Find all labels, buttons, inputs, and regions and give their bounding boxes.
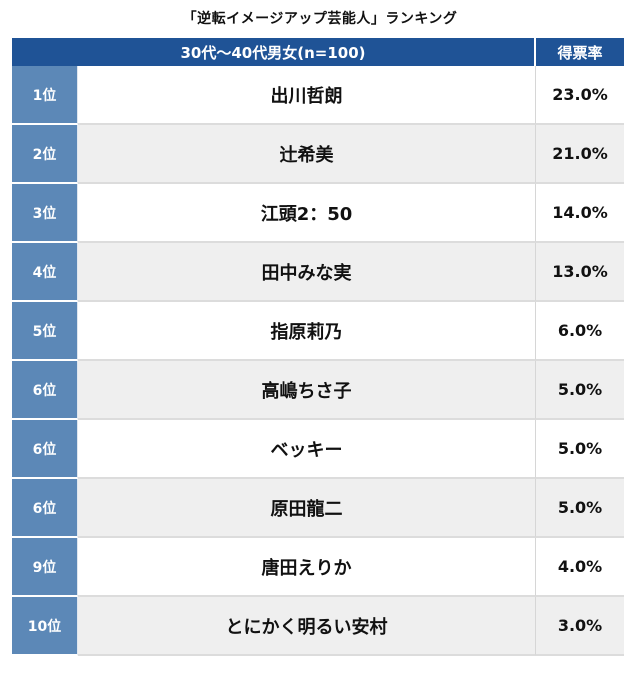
percentage-cell: 3.0% (536, 597, 624, 656)
rank-cell: 10位 (12, 597, 78, 656)
name-cell: とにかく明るい安村 (78, 597, 536, 656)
table-row: 2位 辻希美 21.0% (12, 125, 624, 184)
percentage-cell: 21.0% (536, 125, 624, 184)
header-group-label: 30代〜40代男女(n=100) (12, 38, 536, 66)
name-cell: 江頭2：50 (78, 184, 536, 243)
rank-cell: 2位 (12, 125, 78, 184)
percentage-cell: 5.0% (536, 479, 624, 538)
name-cell: ベッキー (78, 420, 536, 479)
percentage-cell: 13.0% (536, 243, 624, 302)
name-cell: 辻希美 (78, 125, 536, 184)
table-row: 6位 高嶋ちさ子 5.0% (12, 361, 624, 420)
rank-cell: 6位 (12, 361, 78, 420)
name-cell: 出川哲朗 (78, 66, 536, 125)
rank-cell: 1位 (12, 66, 78, 125)
rank-cell: 9位 (12, 538, 78, 597)
table-row: 9位 唐田えりか 4.0% (12, 538, 624, 597)
percentage-cell: 6.0% (536, 302, 624, 361)
table-header-row: 30代〜40代男女(n=100) 得票率 (12, 38, 624, 66)
percentage-cell: 5.0% (536, 420, 624, 479)
table-row: 4位 田中みな実 13.0% (12, 243, 624, 302)
table-row: 6位 ベッキー 5.0% (12, 420, 624, 479)
name-cell: 指原莉乃 (78, 302, 536, 361)
percentage-cell: 23.0% (536, 66, 624, 125)
rank-cell: 4位 (12, 243, 78, 302)
name-cell: 原田龍二 (78, 479, 536, 538)
percentage-cell: 14.0% (536, 184, 624, 243)
table-row: 5位 指原莉乃 6.0% (12, 302, 624, 361)
name-cell: 唐田えりか (78, 538, 536, 597)
table-row: 10位 とにかく明るい安村 3.0% (12, 597, 624, 656)
rank-cell: 6位 (12, 420, 78, 479)
percentage-cell: 5.0% (536, 361, 624, 420)
table-row: 3位 江頭2：50 14.0% (12, 184, 624, 243)
name-cell: 高嶋ちさ子 (78, 361, 536, 420)
ranking-table: 30代〜40代男女(n=100) 得票率 1位 出川哲朗 23.0% 2位 辻希美 21.… (12, 38, 624, 656)
rank-cell: 6位 (12, 479, 78, 538)
header-value-label: 得票率 (536, 38, 624, 66)
rank-cell: 5位 (12, 302, 78, 361)
table-row: 1位 出川哲朗 23.0% (12, 66, 624, 125)
percentage-cell: 4.0% (536, 538, 624, 597)
table-row: 6位 原田龍二 5.0% (12, 479, 624, 538)
rank-cell: 3位 (12, 184, 78, 243)
name-cell: 田中みな実 (78, 243, 536, 302)
chart-title: 「逆転イメージアップ芸能人」ランキング (182, 11, 458, 27)
